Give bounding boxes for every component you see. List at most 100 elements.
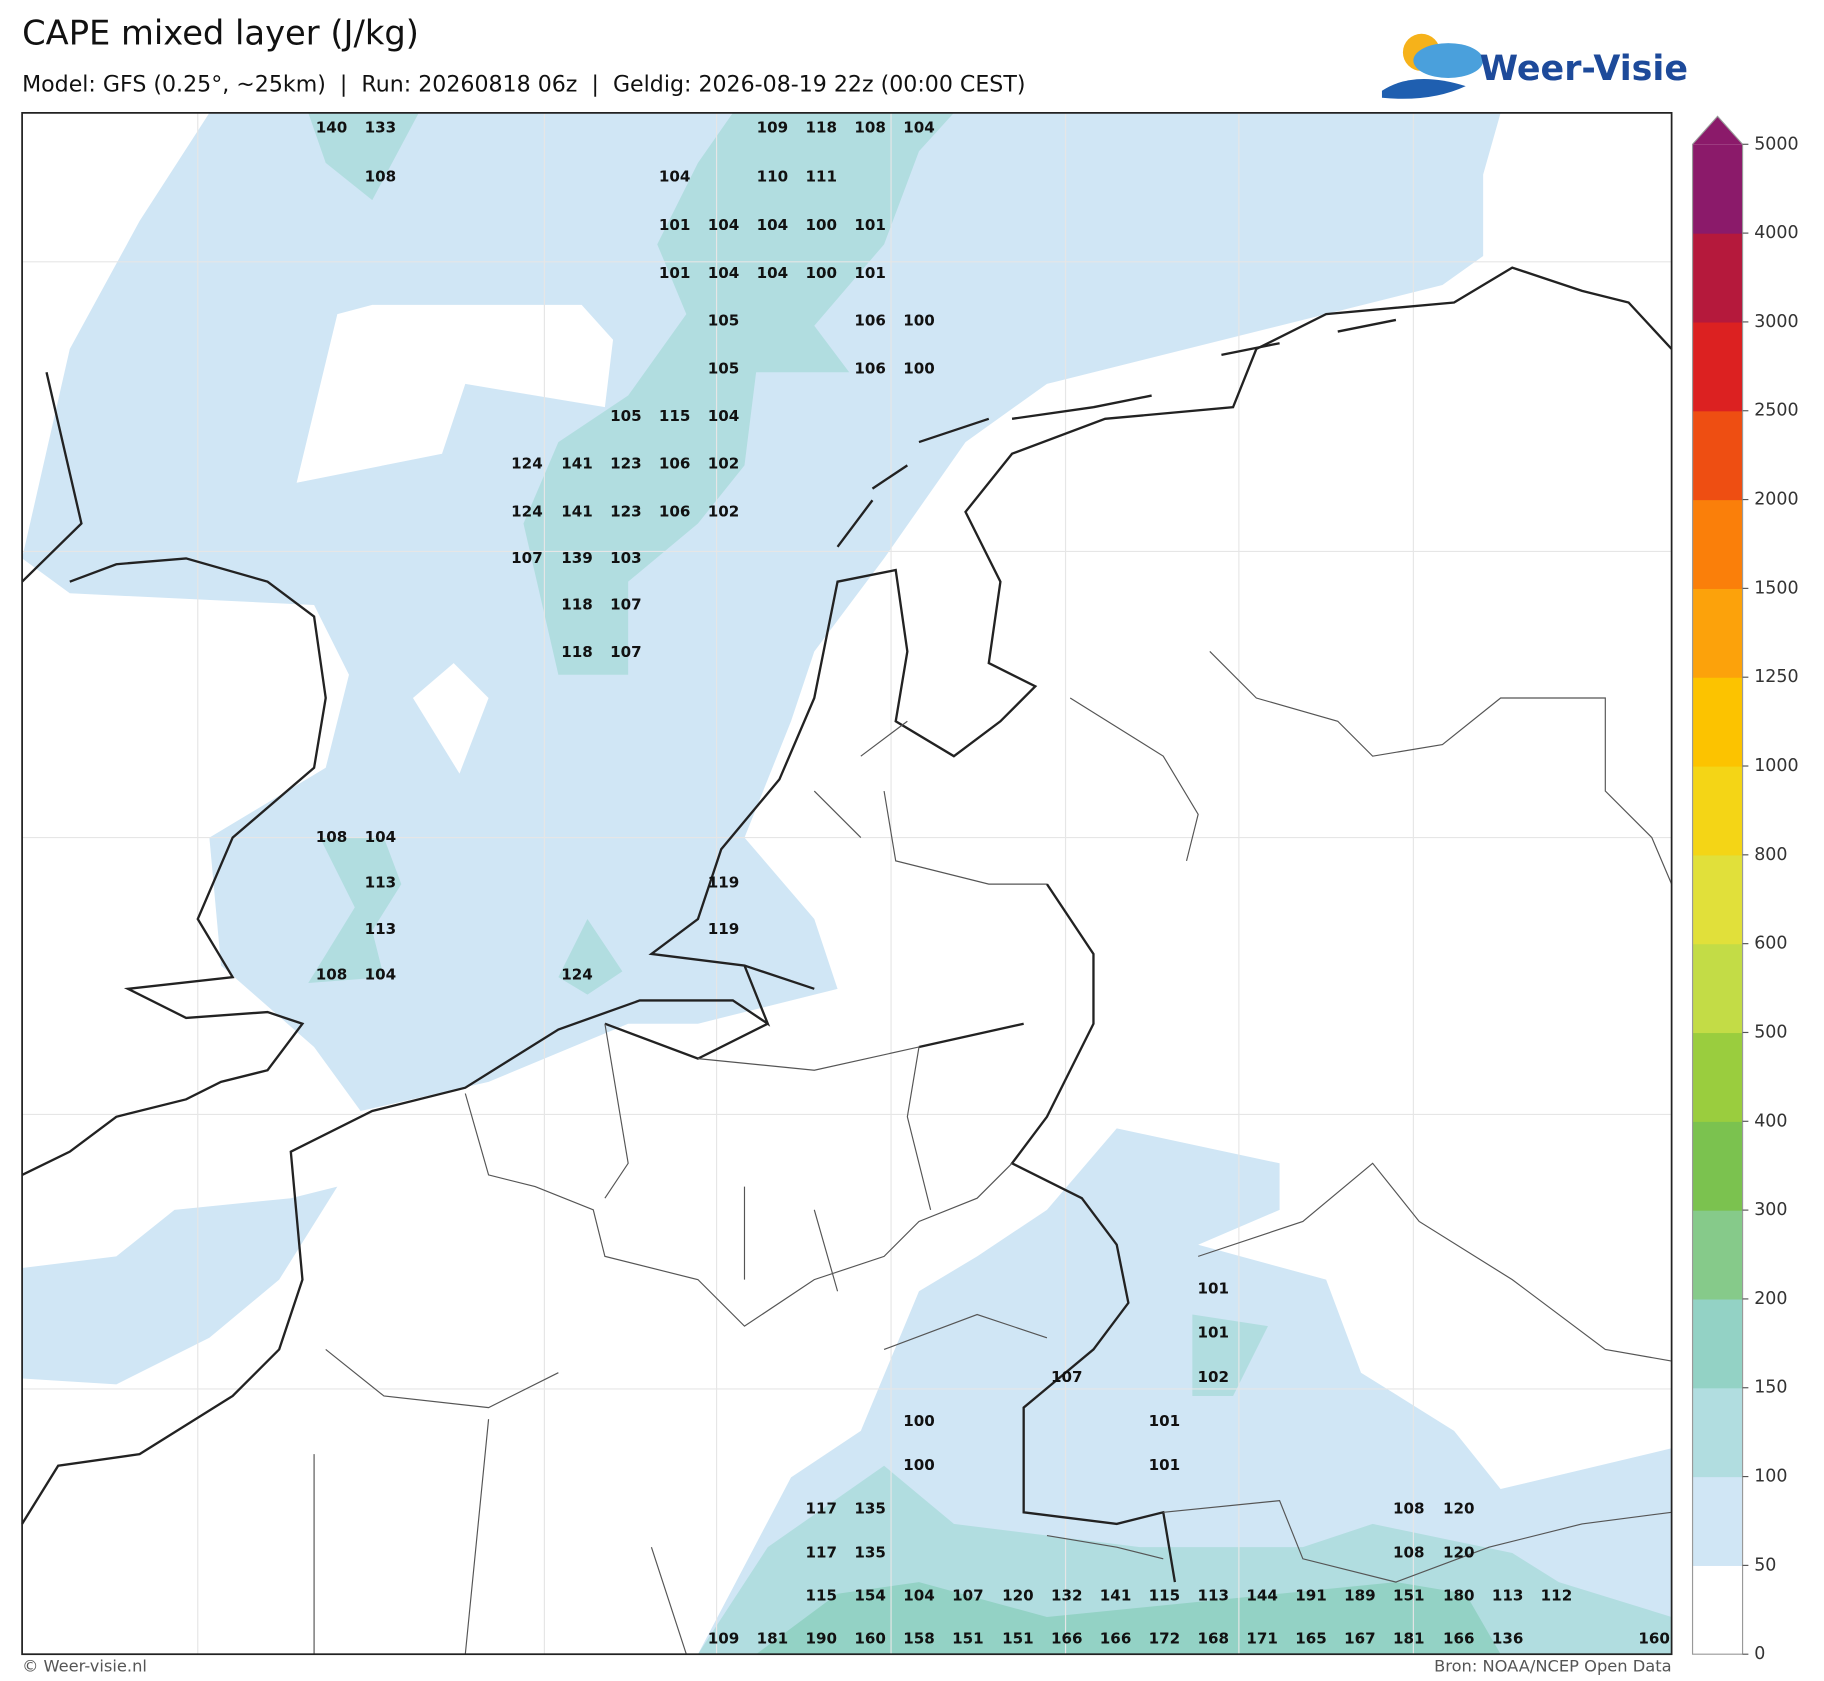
colorbar-band xyxy=(1692,1565,1743,1655)
map-labels: 140 133 109 118 108 104 108 104 110 111 101 104 104 1… xyxy=(316,119,1670,1648)
footer-right: Bron: NOAA/NCEP Open Data xyxy=(1434,1657,1672,1676)
colorbar-band xyxy=(1692,499,1743,589)
cape-label: 191 xyxy=(1295,1587,1327,1605)
cape-label: 101 xyxy=(1198,1324,1230,1342)
cape-label: 107 xyxy=(610,643,642,661)
cape-label: 190 xyxy=(805,1630,837,1648)
cape-label: 124 xyxy=(511,502,543,520)
colorbar-frame xyxy=(1691,115,1744,1655)
colorbar-tick-label: 3000 xyxy=(1754,312,1798,332)
cape-label: 101 xyxy=(659,264,691,282)
colorbar-tick-label: 100 xyxy=(1754,1467,1787,1487)
colorbar-band xyxy=(1692,1210,1743,1300)
colorbar-tick-label: 0 xyxy=(1754,1644,1765,1664)
cape-label: 140 xyxy=(316,119,348,137)
cape-label: 151 xyxy=(952,1630,984,1648)
cape-label: 115 xyxy=(659,407,691,425)
cape-label: 102 xyxy=(708,502,740,520)
colorbar-tick-label: 800 xyxy=(1754,845,1787,865)
logo-text: Weer-Visie xyxy=(1480,49,1688,89)
cape-label: 110 xyxy=(757,167,789,185)
cape-label: 160 xyxy=(854,1630,886,1648)
colorbar: 0 50 100 150 200 300 400 500 600 800 1000 1250 1500 2… xyxy=(1691,115,1799,1664)
cape-label: 105 xyxy=(708,312,740,330)
colorbar-tick-label: 150 xyxy=(1754,1378,1787,1398)
colorbar-tick-label: 50 xyxy=(1754,1555,1776,1575)
logo: Weer-Visie xyxy=(1381,33,1688,99)
colorbar-tick-label: 2500 xyxy=(1754,401,1798,421)
colorbar-band xyxy=(1692,588,1743,678)
colorbar-band xyxy=(1692,1032,1743,1122)
colorbar-band xyxy=(1692,1387,1743,1478)
cape-label: 141 xyxy=(1100,1587,1132,1605)
cape-label: 115 xyxy=(1149,1587,1181,1605)
cape-label: 106 xyxy=(854,359,886,377)
cape-label: 100 xyxy=(903,1456,935,1474)
cape-label: 118 xyxy=(805,119,837,137)
cape-label: 133 xyxy=(365,119,397,137)
colorbar-tick-label: 4000 xyxy=(1754,223,1798,243)
cape-label: 118 xyxy=(561,595,593,613)
cape-label: 101 xyxy=(1198,1279,1230,1297)
map xyxy=(21,112,1673,1656)
cape-label: 166 xyxy=(1100,1630,1132,1648)
colorbar-tick-label: 5000 xyxy=(1754,134,1798,154)
cape-label: 135 xyxy=(854,1544,886,1562)
cape-label: 108 xyxy=(316,828,348,846)
cape-label: 108 xyxy=(316,965,348,983)
cape-label: 141 xyxy=(561,502,593,520)
colorbar-tick-label: 500 xyxy=(1754,1022,1787,1042)
cape-label: 119 xyxy=(708,920,740,938)
cape-label: 113 xyxy=(365,873,397,891)
colorbar-band xyxy=(1692,410,1743,501)
colorbar-tick-label: 300 xyxy=(1754,1200,1787,1220)
cape-label: 112 xyxy=(1541,1587,1573,1605)
cape-label: 151 xyxy=(1393,1587,1425,1605)
colorbar-band xyxy=(1692,1298,1743,1389)
cape-label: 100 xyxy=(805,216,837,234)
cape-label: 111 xyxy=(805,167,837,185)
cape-label: 144 xyxy=(1246,1587,1278,1605)
cape-label: 107 xyxy=(610,595,642,613)
cape-label: 106 xyxy=(659,502,691,520)
cape-label: 106 xyxy=(854,312,886,330)
cape-label: 120 xyxy=(1443,1499,1475,1517)
cape-label: 107 xyxy=(511,549,543,567)
cape-label: 101 xyxy=(1149,1456,1181,1474)
cape-label: 104 xyxy=(757,264,789,282)
cape-label: 113 xyxy=(1198,1587,1230,1605)
cape-label: 124 xyxy=(511,455,543,473)
cape-label: 141 xyxy=(561,455,593,473)
cape-label: 189 xyxy=(1344,1587,1376,1605)
colorbar-tick-label: 1000 xyxy=(1754,756,1798,776)
colorbar-tick-label: 1500 xyxy=(1754,578,1798,598)
cape-label: 109 xyxy=(708,1630,740,1648)
cape-label: 115 xyxy=(805,1587,837,1605)
cape-label: 101 xyxy=(659,216,691,234)
cape-label: 166 xyxy=(1443,1630,1475,1648)
cape-label: 109 xyxy=(757,119,789,137)
cape-label: 106 xyxy=(659,455,691,473)
cape-label: 107 xyxy=(1051,1368,1083,1386)
cape-label: 165 xyxy=(1295,1630,1327,1648)
cape-label: 102 xyxy=(708,455,740,473)
cape-label: 151 xyxy=(1002,1630,1034,1648)
cape-label: 103 xyxy=(610,549,642,567)
cape-label: 104 xyxy=(708,216,740,234)
colorbar-tick-label: 200 xyxy=(1754,1289,1787,1309)
cape-label: 181 xyxy=(1393,1630,1425,1648)
cape-label: 100 xyxy=(805,264,837,282)
cape-label: 108 xyxy=(1393,1499,1425,1517)
cape-label: 160 xyxy=(1638,1630,1670,1648)
cape-label: 139 xyxy=(561,549,593,567)
colorbar-band xyxy=(1692,766,1743,856)
cape-label: 167 xyxy=(1344,1630,1376,1648)
cape-label: 105 xyxy=(610,407,642,425)
cape-label: 101 xyxy=(854,264,886,282)
subtitle: Model: GFS (0.25°, ~25km) | Run: 2026081… xyxy=(22,71,1025,97)
cape-label: 154 xyxy=(854,1587,886,1605)
cape-label: 107 xyxy=(952,1587,984,1605)
cape-label: 108 xyxy=(365,167,397,185)
cape-label: 113 xyxy=(1492,1587,1524,1605)
colorbar-band xyxy=(1692,943,1743,1034)
